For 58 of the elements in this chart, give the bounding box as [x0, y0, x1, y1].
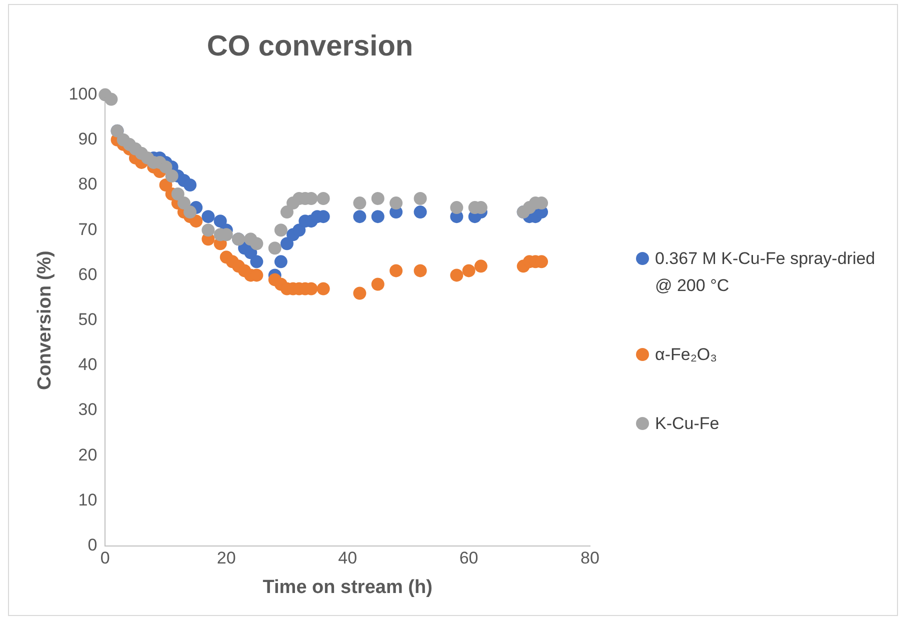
point	[414, 206, 427, 219]
point	[292, 224, 306, 237]
legend-label: K-Cu-Fe	[655, 413, 720, 435]
y-tick-label: 30	[78, 400, 98, 420]
point	[190, 214, 203, 228]
point	[274, 255, 288, 268]
point	[202, 210, 215, 224]
legend-label: 0.367 M K-Cu-Fe spray-dried @ 200 °C	[655, 248, 876, 297]
point	[450, 201, 464, 214]
point	[214, 214, 227, 228]
point	[474, 260, 488, 273]
point	[353, 286, 366, 300]
x-tick-label: 60	[459, 548, 478, 568]
point	[371, 192, 384, 206]
point	[171, 188, 184, 201]
point	[371, 278, 384, 291]
point	[353, 210, 366, 224]
chart-title: CO conversion	[206, 30, 414, 62]
point	[414, 192, 427, 206]
point	[184, 206, 197, 219]
y-tick-label: 70	[78, 220, 98, 239]
point	[184, 178, 197, 192]
y-tick-label: 90	[78, 130, 98, 149]
point	[280, 237, 294, 250]
y-tick-label: 80	[78, 174, 98, 194]
y-axis-title: Conversion (%)	[34, 250, 56, 390]
point	[462, 264, 476, 278]
y-tick-label: 0	[88, 535, 98, 554]
point	[316, 192, 330, 206]
y-tick-label: 100	[68, 84, 98, 104]
point	[202, 224, 215, 237]
point	[159, 160, 172, 174]
point	[268, 242, 282, 255]
point	[450, 268, 464, 282]
point	[414, 264, 427, 278]
y-tick-label: 60	[78, 264, 98, 284]
y-tick-label: 20	[78, 445, 98, 464]
x-tick-label: 20	[216, 548, 236, 568]
point	[250, 237, 264, 250]
y-tick-label: 40	[78, 355, 98, 374]
x-axis-title: Time on stream (h)	[262, 576, 432, 598]
point	[274, 224, 288, 237]
point	[371, 210, 384, 224]
point	[104, 92, 118, 106]
y-tick-label: 10	[78, 490, 98, 510]
point	[316, 282, 330, 296]
point	[165, 169, 178, 182]
legend-label: α-Fe₂O₃	[655, 344, 718, 366]
point	[250, 255, 264, 268]
point	[280, 206, 294, 219]
point	[353, 196, 366, 210]
point	[390, 196, 403, 210]
y-tick-label: 50	[78, 310, 98, 329]
x-tick-label: 0	[100, 548, 110, 568]
point	[390, 264, 403, 278]
x-tick-label: 80	[580, 548, 600, 568]
point	[177, 196, 190, 210]
x-tick-label: 40	[338, 548, 358, 568]
